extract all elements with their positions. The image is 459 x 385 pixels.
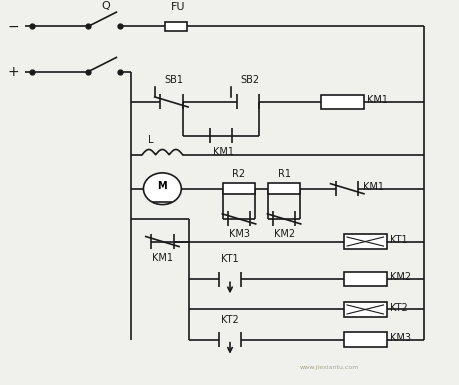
Text: KM3: KM3 <box>228 229 249 239</box>
Text: KT1: KT1 <box>389 235 407 244</box>
Bar <box>343 333 386 347</box>
Text: KM1: KM1 <box>362 182 383 192</box>
Text: SB2: SB2 <box>240 75 259 85</box>
Text: KM3: KM3 <box>389 333 410 343</box>
Text: KM2: KM2 <box>273 229 294 239</box>
Text: SB1: SB1 <box>164 75 183 85</box>
Text: KM2: KM2 <box>389 273 410 282</box>
Text: FU: FU <box>171 2 185 12</box>
Text: Q: Q <box>101 2 110 12</box>
Text: R2: R2 <box>232 169 245 179</box>
Text: KM1: KM1 <box>367 95 388 105</box>
Bar <box>223 183 254 194</box>
Bar <box>343 272 386 286</box>
Bar <box>320 95 364 109</box>
Text: KM1: KM1 <box>212 147 233 157</box>
Bar <box>343 234 386 249</box>
Text: M: M <box>157 181 167 191</box>
Text: KM1: KM1 <box>151 253 173 263</box>
Bar <box>268 183 299 194</box>
Text: −: − <box>8 20 19 33</box>
Text: KT2: KT2 <box>389 303 407 313</box>
Bar <box>164 22 187 31</box>
Text: +: + <box>8 65 19 79</box>
Text: R1: R1 <box>277 169 290 179</box>
Text: KT2: KT2 <box>221 315 238 325</box>
Text: L: L <box>148 136 153 146</box>
Circle shape <box>143 173 181 204</box>
Text: www.jiexiantu.com: www.jiexiantu.com <box>299 365 358 370</box>
Text: KT1: KT1 <box>221 254 238 264</box>
Bar <box>343 302 386 316</box>
